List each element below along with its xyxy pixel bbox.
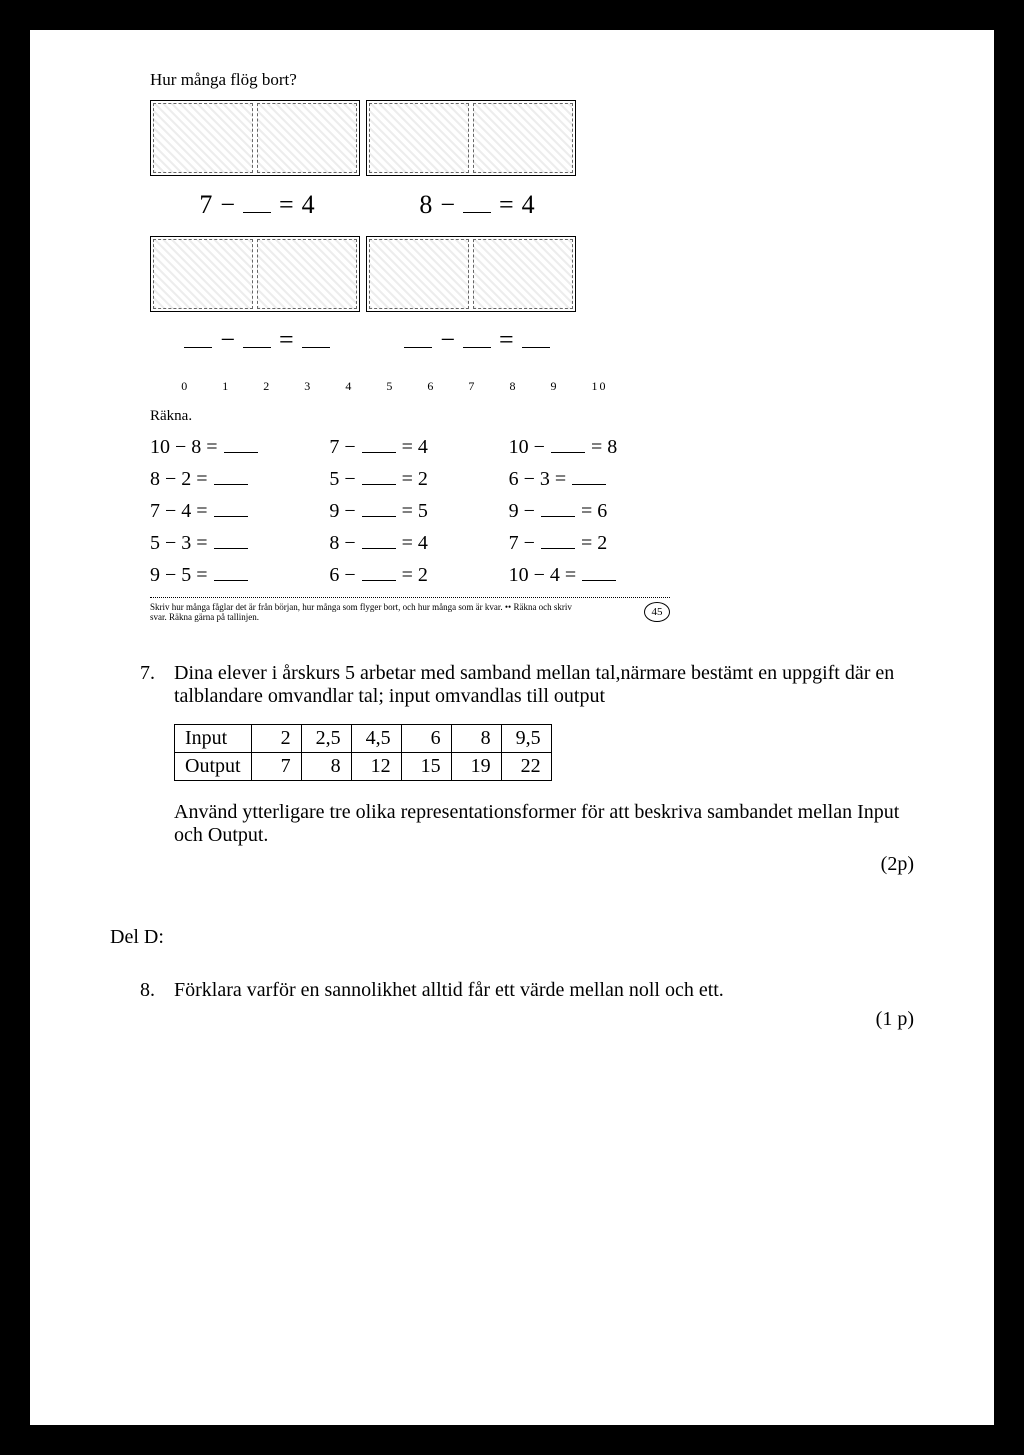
calc-cell: 10 −= 8 <box>509 433 670 459</box>
footnote-text: Skriv hur många fåglar det är från börja… <box>150 602 590 622</box>
calc-cell: 5 − 3 = <box>150 529 311 555</box>
blank[interactable] <box>541 497 575 517</box>
picture-equation: − = <box>150 316 364 360</box>
bird-picture <box>153 239 253 309</box>
blank[interactable] <box>224 433 258 453</box>
bird-picture <box>473 239 573 309</box>
blank[interactable] <box>214 529 248 549</box>
page-badge: 45 <box>644 602 670 622</box>
question-text: Dina elever i årskurs 5 arbetar med samb… <box>174 662 914 708</box>
calc-cell: 7 −= 2 <box>509 529 670 555</box>
blank[interactable] <box>572 465 606 485</box>
picture-pair <box>366 236 576 312</box>
page: Hur många flög bort? 7 − = <box>30 30 994 1425</box>
question-7: 7. Dina elever i årskurs 5 arbetar med s… <box>140 662 914 876</box>
calc-cell: 8 − 2 = <box>150 465 311 491</box>
blank[interactable] <box>551 433 585 453</box>
rakna-label: Räkna. <box>150 408 670 425</box>
picture-equation: − = <box>370 316 584 360</box>
calc-cell: 9 −= 6 <box>509 497 670 523</box>
blank[interactable] <box>214 561 248 581</box>
calc-cell: 10 − 8 = <box>150 433 311 459</box>
blank[interactable] <box>214 465 248 485</box>
blank[interactable] <box>243 184 271 213</box>
blank[interactable] <box>214 497 248 517</box>
blank[interactable] <box>362 529 396 549</box>
calc-cell: 9 −= 5 <box>329 497 490 523</box>
bird-picture <box>369 239 469 309</box>
picture-equation: 7 − = 4 <box>150 180 364 224</box>
bird-picture <box>473 103 573 173</box>
calc-cell: 7 −= 4 <box>329 433 490 459</box>
blank[interactable] <box>541 529 575 549</box>
blank[interactable] <box>463 184 491 213</box>
picture-equation: 8 − = 4 <box>370 180 584 224</box>
calc-cell: 6 −= 2 <box>329 561 490 587</box>
bird-picture <box>257 239 357 309</box>
question-text: Förklara varför en sannolikhet alltid få… <box>174 979 914 1002</box>
number-line: 0 1 2 3 4 5 6 7 8 9 10 <box>181 379 607 394</box>
calc-cell: 10 − 4 = <box>509 561 670 587</box>
worksheet-block: Hur många flög bort? 7 − = <box>150 70 670 622</box>
blank[interactable] <box>582 561 616 581</box>
blank[interactable] <box>243 320 271 349</box>
question-number: 8. <box>140 979 164 1031</box>
calc-cell: 5 −= 2 <box>329 465 490 491</box>
io-table: Input 2 2,5 4,5 6 8 9,5 Output 7 8 12 15… <box>174 724 552 781</box>
blank[interactable] <box>184 320 212 349</box>
blank[interactable] <box>404 320 432 349</box>
picture-pair <box>150 236 360 312</box>
blank[interactable] <box>362 433 396 453</box>
question-text: Använd ytterligare tre olika representat… <box>174 801 914 847</box>
picture-pair <box>366 100 576 176</box>
calc-grid: 10 − 8 = 7 −= 4 10 −= 8 8 − 2 = 5 −= 2 6… <box>150 433 670 587</box>
worksheet-title: Hur många flög bort? <box>150 70 670 90</box>
blank[interactable] <box>463 320 491 349</box>
calc-cell: 8 −= 4 <box>329 529 490 555</box>
blank[interactable] <box>362 561 396 581</box>
blank[interactable] <box>522 320 550 349</box>
points: (2p) <box>174 853 914 876</box>
blank[interactable] <box>362 497 396 517</box>
calc-cell: 9 − 5 = <box>150 561 311 587</box>
calc-cell: 7 − 4 = <box>150 497 311 523</box>
bird-picture <box>153 103 253 173</box>
question-number: 7. <box>140 662 164 876</box>
bird-picture <box>369 103 469 173</box>
points: (1 p) <box>174 1008 914 1031</box>
worksheet-footnote: Skriv hur många fåglar det är från börja… <box>150 597 670 622</box>
calc-cell: 6 − 3 = <box>509 465 670 491</box>
section-del-d: Del D: <box>110 926 914 949</box>
blank[interactable] <box>362 465 396 485</box>
picture-grid: 7 − = 4 8 − = 4 <box>150 100 670 359</box>
picture-pair <box>150 100 360 176</box>
table-row: Input 2 2,5 4,5 6 8 9,5 <box>175 725 552 753</box>
table-row: Output 7 8 12 15 19 22 <box>175 753 552 781</box>
blank[interactable] <box>302 320 330 349</box>
bird-picture <box>257 103 357 173</box>
question-8: 8. Förklara varför en sannolikhet alltid… <box>140 979 914 1031</box>
